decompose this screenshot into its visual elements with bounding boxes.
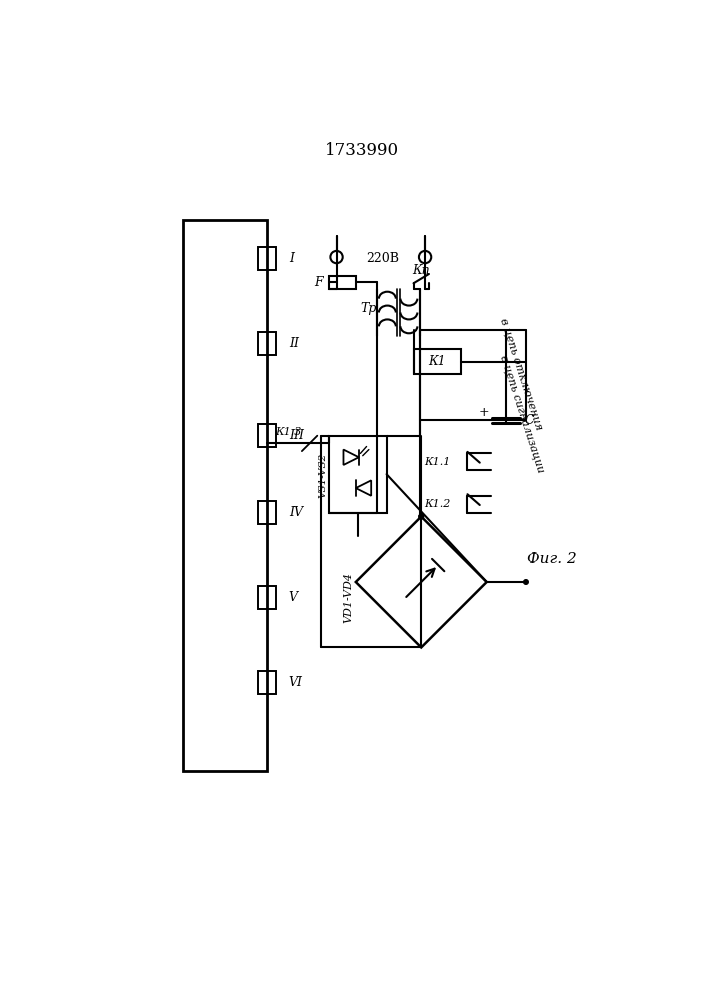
Bar	[182, 220, 267, 771]
Circle shape	[419, 514, 423, 519]
Text: C: C	[524, 414, 534, 427]
Circle shape	[419, 514, 423, 519]
Text: +: +	[479, 406, 490, 419]
Text: Кп: Кп	[412, 264, 430, 277]
Bar	[414, 349, 461, 374]
Text: Фиг. 2: Фиг. 2	[527, 552, 577, 566]
Bar	[258, 332, 276, 355]
Text: III: III	[288, 429, 304, 442]
Bar	[258, 586, 276, 609]
Bar	[329, 436, 387, 513]
Text: V: V	[288, 591, 298, 604]
Text: VD1-VD4: VD1-VD4	[343, 572, 353, 623]
Text: I: I	[288, 252, 294, 265]
Bar	[258, 501, 276, 524]
Text: в цепь сигнализации: в цепь сигнализации	[498, 354, 546, 474]
Text: К1.2: К1.2	[424, 499, 450, 509]
Bar	[258, 671, 276, 694]
Text: VI: VI	[288, 676, 303, 689]
Circle shape	[524, 580, 528, 584]
Bar	[329, 276, 356, 289]
Text: VS1-VS2: VS1-VS2	[319, 453, 328, 498]
Text: К1: К1	[428, 355, 446, 368]
Text: в цепь отключения: в цепь отключения	[498, 317, 544, 432]
Bar	[258, 424, 276, 447]
Text: II: II	[288, 337, 299, 350]
Text: К1.1: К1.1	[424, 457, 450, 467]
Text: Тр: Тр	[361, 302, 377, 315]
Text: К1.3: К1.3	[275, 427, 301, 437]
Text: 1733990: 1733990	[325, 142, 399, 159]
Text: F: F	[314, 276, 322, 289]
Text: 220В: 220В	[366, 252, 399, 265]
Bar	[258, 247, 276, 270]
Text: IV: IV	[288, 506, 303, 519]
